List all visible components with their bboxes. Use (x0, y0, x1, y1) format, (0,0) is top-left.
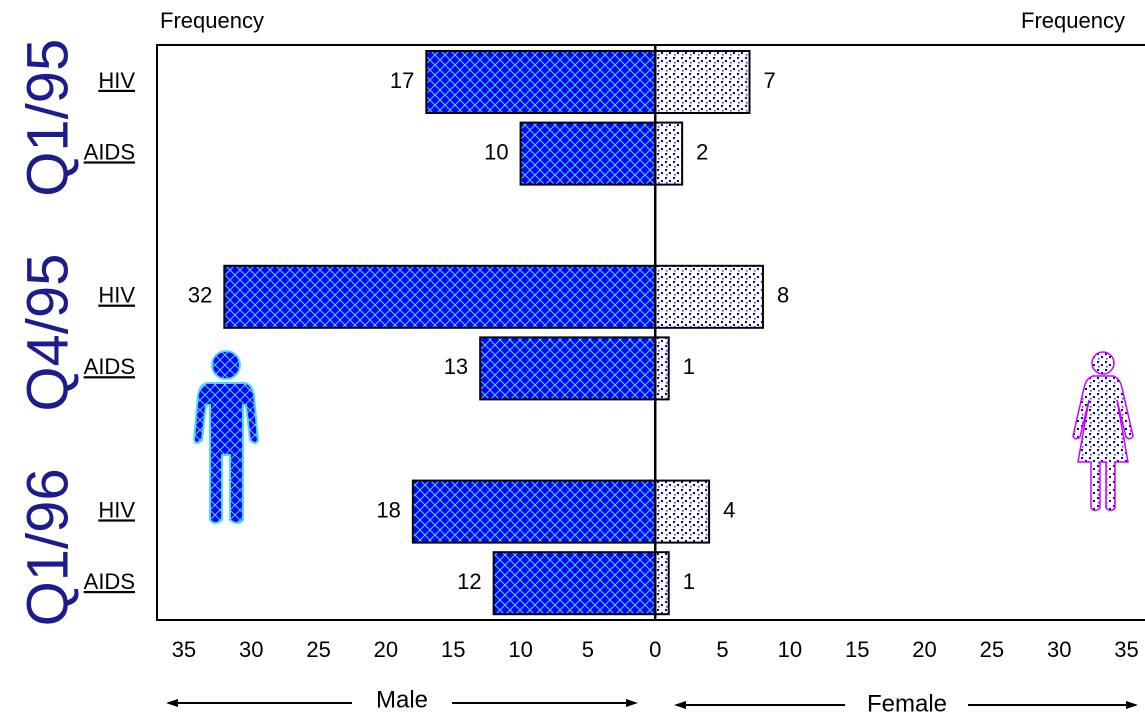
bar (479, 336, 657, 401)
series-label: Male (376, 686, 428, 713)
bar (654, 264, 764, 329)
group-label: Q1/96 (15, 468, 80, 626)
bar (654, 479, 711, 544)
x-tick-label: 35 (1114, 637, 1138, 662)
value-label: 32 (188, 283, 212, 308)
value-label: 4 (723, 497, 735, 522)
x-tick-label: 10 (508, 637, 532, 662)
x-tick-label: 30 (239, 637, 263, 662)
x-label-left: Frequency (160, 8, 264, 33)
value-label: 8 (777, 283, 789, 308)
direction-arrows (166, 699, 1138, 709)
value-label: 10 (484, 139, 508, 164)
category-label: HIV (98, 497, 135, 522)
bar (411, 479, 657, 544)
bar (654, 551, 670, 616)
male-figure (192, 350, 260, 524)
bar (492, 551, 657, 616)
bar (654, 336, 670, 401)
x-tick-label: 25 (306, 637, 330, 662)
value-label: 1 (683, 354, 695, 379)
bar (654, 121, 684, 186)
value-label: 2 (696, 139, 708, 164)
group-label: Q1/95 (15, 39, 80, 197)
category-label: HIV (98, 283, 135, 308)
x-tick-label: 0 (649, 637, 661, 662)
x-tick-label: 5 (716, 637, 728, 662)
category-label: AIDS (84, 354, 135, 379)
x-label-right: Frequency (1021, 8, 1125, 33)
category-label: AIDS (84, 139, 135, 164)
value-label: 12 (457, 569, 481, 594)
x-tick-label: 35 (172, 637, 196, 662)
plot-frame (156, 44, 1145, 621)
x-tick-label: 20 (912, 637, 936, 662)
x-tick-label: 15 (441, 637, 465, 662)
x-tick-label: 25 (980, 637, 1004, 662)
group-label: Q4/95 (15, 254, 80, 412)
value-label: 1 (683, 569, 695, 594)
bar (519, 121, 657, 186)
category-label: HIV (98, 68, 135, 93)
x-tick-label: 30 (1047, 637, 1071, 662)
x-tick-label: 15 (845, 637, 869, 662)
value-label: 13 (444, 354, 468, 379)
value-label: 7 (763, 68, 775, 93)
series-label: Female (867, 690, 947, 713)
bar (425, 50, 657, 114)
category-label: AIDS (84, 569, 135, 594)
x-tick-label: 20 (374, 637, 398, 662)
female-figure (1072, 351, 1134, 512)
x-tick-label: 5 (582, 637, 594, 662)
value-label: 18 (376, 497, 400, 522)
value-label: 17 (390, 68, 414, 93)
x-tick-label: 10 (778, 637, 802, 662)
bar (223, 264, 657, 329)
bar (654, 50, 751, 114)
